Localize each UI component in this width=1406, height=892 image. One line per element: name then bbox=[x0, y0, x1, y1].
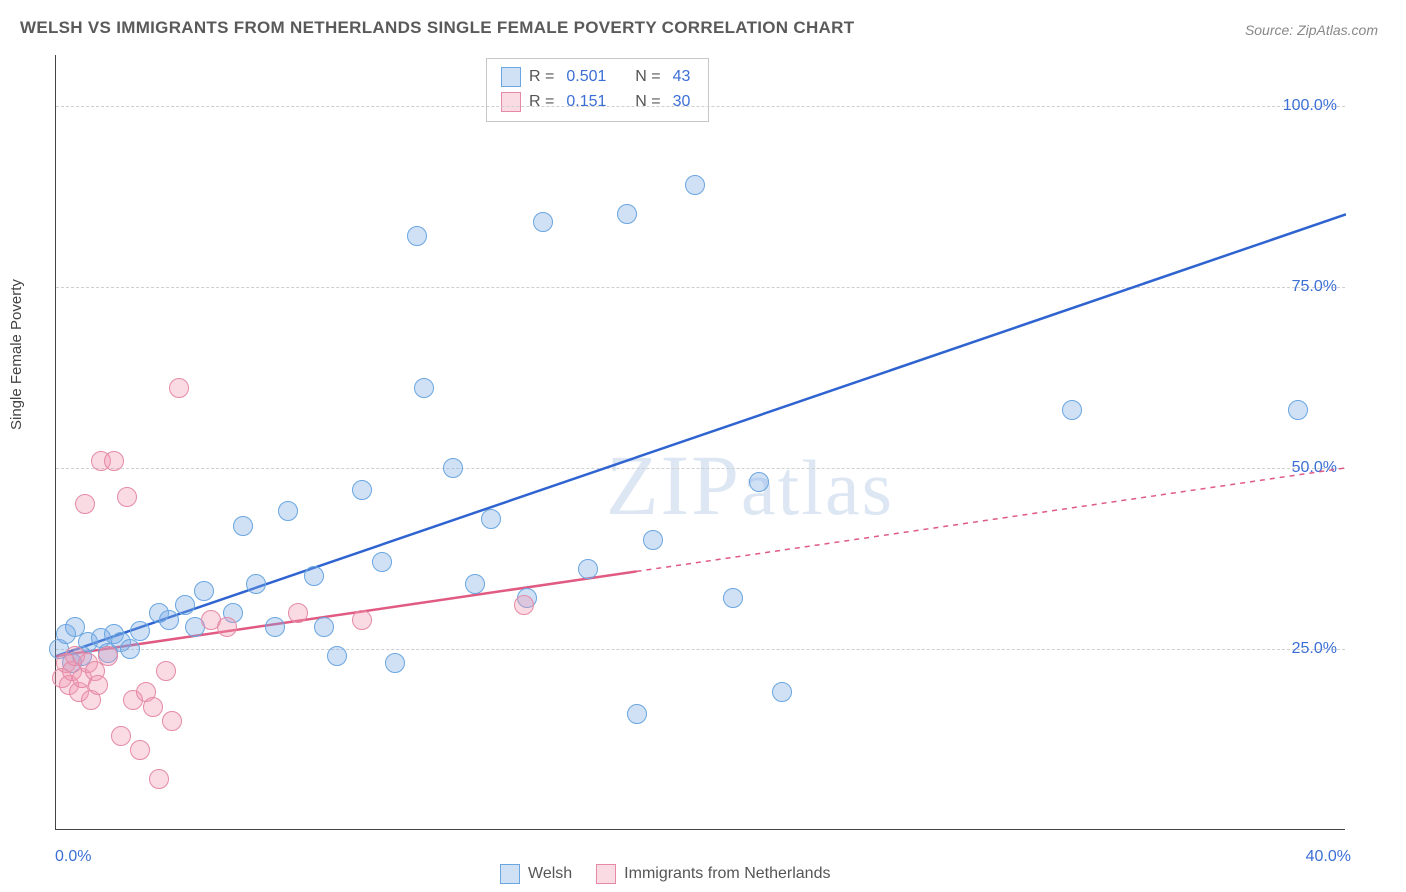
data-point bbox=[749, 472, 769, 492]
legend-swatch bbox=[596, 864, 616, 884]
data-point bbox=[162, 711, 182, 731]
trend-lines bbox=[56, 55, 1346, 830]
data-point bbox=[643, 530, 663, 550]
legend-series: Welsh Immigrants from Netherlands bbox=[500, 864, 830, 884]
data-point bbox=[385, 653, 405, 673]
data-point bbox=[314, 617, 334, 637]
legend-series-label: Immigrants from Netherlands bbox=[624, 865, 830, 883]
plot-area: R =0.501 N =43R =0.151 N =30 ZIPatlas 25… bbox=[55, 55, 1345, 830]
chart-title: WELSH VS IMMIGRANTS FROM NETHERLANDS SIN… bbox=[20, 18, 854, 38]
data-point bbox=[159, 610, 179, 630]
data-point bbox=[130, 621, 150, 641]
data-point bbox=[120, 639, 140, 659]
data-point bbox=[465, 574, 485, 594]
y-axis-label: Single Female Poverty bbox=[8, 279, 25, 430]
data-point bbox=[156, 661, 176, 681]
data-point bbox=[304, 566, 324, 586]
data-point bbox=[104, 451, 124, 471]
data-point bbox=[143, 697, 163, 717]
data-point bbox=[443, 458, 463, 478]
data-point bbox=[578, 559, 598, 579]
data-point bbox=[627, 704, 647, 724]
data-point bbox=[685, 175, 705, 195]
data-point bbox=[1288, 400, 1308, 420]
data-point bbox=[723, 588, 743, 608]
data-point bbox=[169, 378, 189, 398]
data-point bbox=[481, 509, 501, 529]
legend-swatch bbox=[500, 864, 520, 884]
data-point bbox=[1062, 400, 1082, 420]
data-point bbox=[233, 516, 253, 536]
data-point bbox=[149, 769, 169, 789]
data-point bbox=[288, 603, 308, 623]
data-point bbox=[117, 487, 137, 507]
data-point bbox=[772, 682, 792, 702]
data-point bbox=[75, 494, 95, 514]
data-point bbox=[407, 226, 427, 246]
data-point bbox=[352, 610, 372, 630]
x-tick-max: 40.0% bbox=[1306, 848, 1351, 866]
data-point bbox=[98, 646, 118, 666]
data-point bbox=[372, 552, 392, 572]
legend-series-item: Immigrants from Netherlands bbox=[596, 864, 830, 884]
source-attribution: Source: ZipAtlas.com bbox=[1245, 22, 1378, 38]
legend-series-item: Welsh bbox=[500, 864, 572, 884]
data-point bbox=[278, 501, 298, 521]
data-point bbox=[246, 574, 266, 594]
data-point bbox=[88, 675, 108, 695]
data-point bbox=[175, 595, 195, 615]
data-point bbox=[352, 480, 372, 500]
data-point bbox=[327, 646, 347, 666]
data-point bbox=[130, 740, 150, 760]
data-point bbox=[533, 212, 553, 232]
data-point bbox=[194, 581, 214, 601]
data-point bbox=[111, 726, 131, 746]
legend-series-label: Welsh bbox=[528, 865, 572, 883]
data-point bbox=[617, 204, 637, 224]
data-point bbox=[514, 595, 534, 615]
x-tick-min: 0.0% bbox=[55, 848, 91, 866]
data-point bbox=[265, 617, 285, 637]
data-point bbox=[217, 617, 237, 637]
data-point bbox=[414, 378, 434, 398]
